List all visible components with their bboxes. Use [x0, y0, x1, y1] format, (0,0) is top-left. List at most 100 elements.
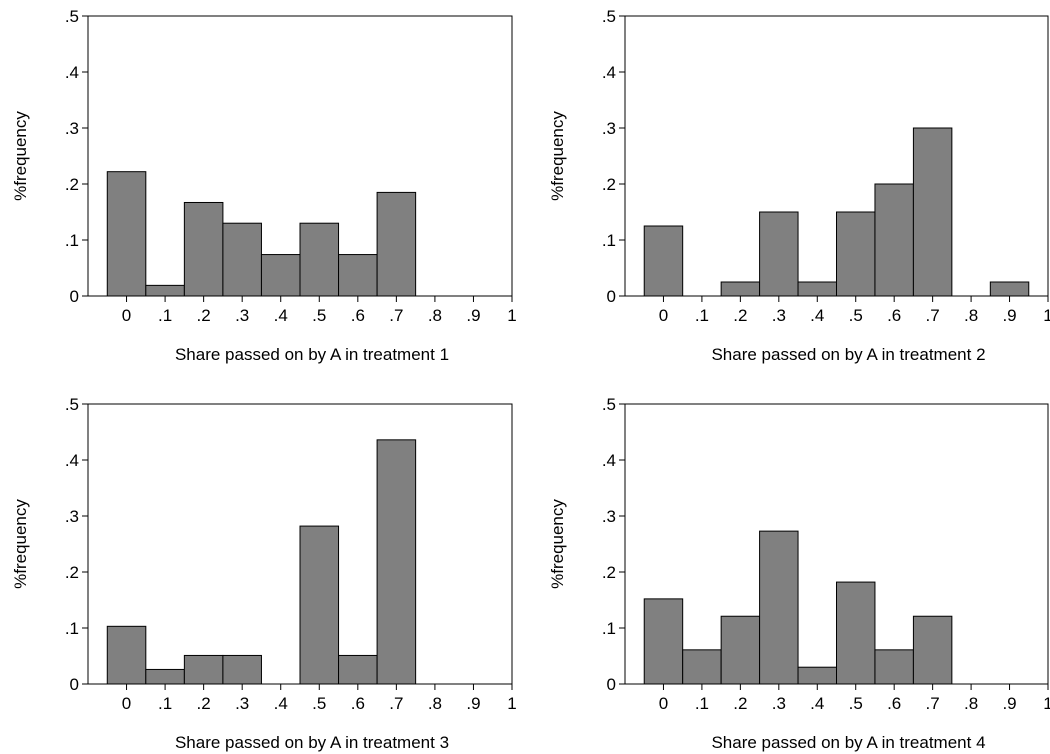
bar [222, 654, 262, 685]
x-tick-label: .6 [351, 694, 365, 713]
x-tick-label: .2 [733, 694, 747, 713]
y-tick-label: 0 [607, 287, 616, 306]
y-axis-title: %frequency [548, 111, 567, 201]
x-tick-label: .7 [926, 306, 940, 325]
bar [720, 615, 761, 685]
bar [106, 171, 147, 297]
y-tick-label: .4 [602, 451, 616, 470]
bar [643, 598, 684, 685]
x-tick-label: 0 [122, 306, 131, 325]
y-axis-title: %frequency [11, 111, 30, 201]
bar [338, 654, 378, 685]
bar [145, 284, 185, 297]
x-tick-label: .9 [466, 694, 480, 713]
bar [183, 654, 224, 685]
bar [376, 191, 417, 297]
y-tick-label: .2 [602, 175, 616, 194]
y-tick-label: 0 [70, 675, 79, 694]
y-tick-label: .3 [602, 507, 616, 526]
y-tick-label: .3 [65, 507, 79, 526]
plot-frame [87, 403, 513, 685]
x-tick-label: .8 [428, 694, 442, 713]
y-tick-label: .2 [65, 563, 79, 582]
bar [874, 649, 914, 685]
bar [376, 439, 417, 685]
x-tick-label: .3 [772, 306, 786, 325]
bar [222, 222, 262, 297]
x-tick-label: .6 [887, 306, 901, 325]
x-tick-label: .1 [158, 694, 172, 713]
bar [797, 281, 838, 297]
bar [797, 666, 838, 685]
chart-panel-3: 0 .1 .2 .3 .4 .5 0 .1 .2 .3 .4 .5 .6 .7 .8 .9 1 Share pas… [11, 395, 517, 752]
y-tick-label: .1 [602, 231, 616, 250]
x-tick-label: .4 [810, 694, 824, 713]
y-tick-label: .2 [65, 175, 79, 194]
chart-panel-2: 0 .1 .2 .3 .4 .5 0 .1 .2 .3 .4 .5 .6 .7 .8 .9 1 Share pas… [548, 7, 1050, 364]
x-tick-label: .1 [158, 306, 172, 325]
x-axis-title: Share passed on by A in treatment 4 [711, 733, 985, 752]
y-tick-label: .1 [65, 231, 79, 250]
y-tick-label: .4 [65, 451, 79, 470]
x-axis-title: Share passed on by A in treatment 1 [175, 345, 449, 364]
bar [912, 615, 953, 685]
x-tick-label: .6 [351, 306, 365, 325]
x-tick-label: .8 [428, 306, 442, 325]
x-tick-label: .9 [466, 306, 480, 325]
y-axis-title: %frequency [548, 499, 567, 589]
bar [299, 222, 340, 297]
bar [682, 649, 722, 685]
bar [836, 581, 876, 685]
bar [759, 211, 799, 297]
x-tick-label: .8 [964, 694, 978, 713]
x-tick-label: 1 [1043, 306, 1050, 325]
x-axis-title: Share passed on by A in treatment 2 [711, 345, 985, 364]
bar [989, 281, 1030, 297]
x-tick-label: 0 [659, 694, 668, 713]
y-tick-label: .2 [602, 563, 616, 582]
y-tick-label: .4 [65, 63, 79, 82]
x-tick-label: .3 [772, 694, 786, 713]
x-tick-label: .2 [197, 694, 211, 713]
x-tick-label: .5 [312, 306, 326, 325]
chart-panel-4: 0 .1 .2 .3 .4 .5 0 .1 .2 .3 .4 .5 .6 .7 .8 .9 1 Share pas… [548, 395, 1050, 752]
x-tick-label: 1 [507, 306, 516, 325]
plot-frame [624, 403, 1049, 685]
y-tick-label: .5 [65, 395, 79, 414]
y-axis-title: %frequency [11, 499, 30, 589]
x-tick-label: .4 [810, 306, 824, 325]
y-tick-label: .3 [602, 119, 616, 138]
x-tick-label: 1 [507, 694, 516, 713]
x-tick-label: .5 [849, 694, 863, 713]
x-tick-label: .5 [849, 306, 863, 325]
x-axis-title: Share passed on by A in treatment 3 [175, 733, 449, 752]
x-tick-label: 0 [122, 694, 131, 713]
y-tick-label: .1 [65, 619, 79, 638]
y-tick-label: 0 [607, 675, 616, 694]
y-tick-label: .1 [602, 619, 616, 638]
bar [106, 625, 147, 685]
x-tick-label: .2 [733, 306, 747, 325]
bar [183, 201, 224, 297]
x-tick-label: 0 [659, 306, 668, 325]
x-tick-label: .6 [887, 694, 901, 713]
bar [299, 525, 340, 685]
bar [145, 668, 185, 685]
x-tick-label: .4 [274, 306, 288, 325]
y-tick-label: .5 [65, 7, 79, 26]
y-tick-label: .3 [65, 119, 79, 138]
x-tick-label: .9 [1002, 694, 1016, 713]
plot-frame [87, 15, 513, 297]
x-tick-label: .7 [389, 306, 403, 325]
x-tick-label: .1 [695, 694, 709, 713]
bar [836, 211, 876, 297]
x-tick-label: .8 [964, 306, 978, 325]
x-tick-label: .7 [926, 694, 940, 713]
x-tick-label: .2 [197, 306, 211, 325]
bar [874, 183, 914, 297]
x-tick-label: .5 [312, 694, 326, 713]
plot-frame [624, 15, 1049, 297]
x-tick-label: .4 [274, 694, 288, 713]
